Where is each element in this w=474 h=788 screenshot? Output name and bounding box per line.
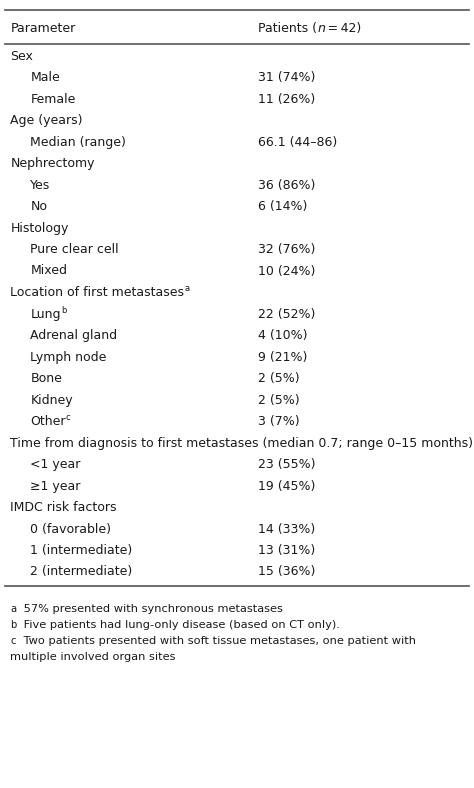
Text: 19 (45%): 19 (45%) [258,480,316,492]
Text: n: n [317,21,325,35]
Text: Kidney: Kidney [30,393,73,407]
Text: 32 (76%): 32 (76%) [258,243,316,256]
Text: a: a [184,284,190,293]
Text: Patients (: Patients ( [258,21,317,35]
Text: 4 (10%): 4 (10%) [258,329,308,342]
Text: Mixed: Mixed [30,265,67,277]
Text: Other: Other [30,415,66,428]
Text: 14 (33%): 14 (33%) [258,522,316,536]
Text: c: c [66,413,71,422]
Text: 2 (5%): 2 (5%) [258,393,300,407]
Text: Male: Male [30,71,60,84]
Text: 57% presented with synchronous metastases: 57% presented with synchronous metastase… [20,604,283,614]
Text: 0 (favorable): 0 (favorable) [30,522,111,536]
Text: 10 (24%): 10 (24%) [258,265,316,277]
Text: c: c [10,636,16,646]
Text: 1 (intermediate): 1 (intermediate) [30,544,133,557]
Text: Yes: Yes [30,179,51,191]
Text: Bone: Bone [30,372,62,385]
Text: Nephrectomy: Nephrectomy [10,157,95,170]
Text: = 42): = 42) [325,21,362,35]
Text: IMDC risk factors: IMDC risk factors [10,501,117,514]
Text: 2 (5%): 2 (5%) [258,372,300,385]
Text: 2 (intermediate): 2 (intermediate) [30,566,133,578]
Text: Histology: Histology [10,221,69,235]
Text: Female: Female [30,92,76,106]
Text: a: a [10,604,17,614]
Text: b: b [10,620,17,630]
Text: 31 (74%): 31 (74%) [258,71,316,84]
Text: 36 (86%): 36 (86%) [258,179,316,191]
Text: 6 (14%): 6 (14%) [258,200,308,213]
Text: Location of first metastases: Location of first metastases [10,286,184,299]
Text: 13 (31%): 13 (31%) [258,544,316,557]
Text: 11 (26%): 11 (26%) [258,92,316,106]
Text: multiple involved organ sites: multiple involved organ sites [10,652,176,662]
Text: Five patients had lung-only disease (based on CT only).: Five patients had lung-only disease (bas… [20,620,340,630]
Text: <1 year: <1 year [30,458,81,471]
Text: Adrenal gland: Adrenal gland [30,329,118,342]
Text: Lymph node: Lymph node [30,351,107,363]
Text: 3 (7%): 3 (7%) [258,415,300,428]
Text: 23 (55%): 23 (55%) [258,458,316,471]
Text: 9 (21%): 9 (21%) [258,351,308,363]
Text: Time from diagnosis to first metastases (median 0.7; range 0–15 months): Time from diagnosis to first metastases … [10,437,474,449]
Text: 22 (52%): 22 (52%) [258,307,316,321]
Text: Median (range): Median (range) [30,136,126,148]
Text: 15 (36%): 15 (36%) [258,566,316,578]
Text: Sex: Sex [10,50,33,62]
Text: Lung: Lung [30,307,61,321]
Text: Two patients presented with soft tissue metastases, one patient with: Two patients presented with soft tissue … [20,636,417,646]
Text: 66.1 (44–86): 66.1 (44–86) [258,136,337,148]
Text: ≥1 year: ≥1 year [30,480,81,492]
Text: Age (years): Age (years) [10,114,83,127]
Text: Parameter: Parameter [10,21,76,35]
Text: Pure clear cell: Pure clear cell [30,243,119,256]
Text: b: b [61,306,66,314]
Text: No: No [30,200,47,213]
